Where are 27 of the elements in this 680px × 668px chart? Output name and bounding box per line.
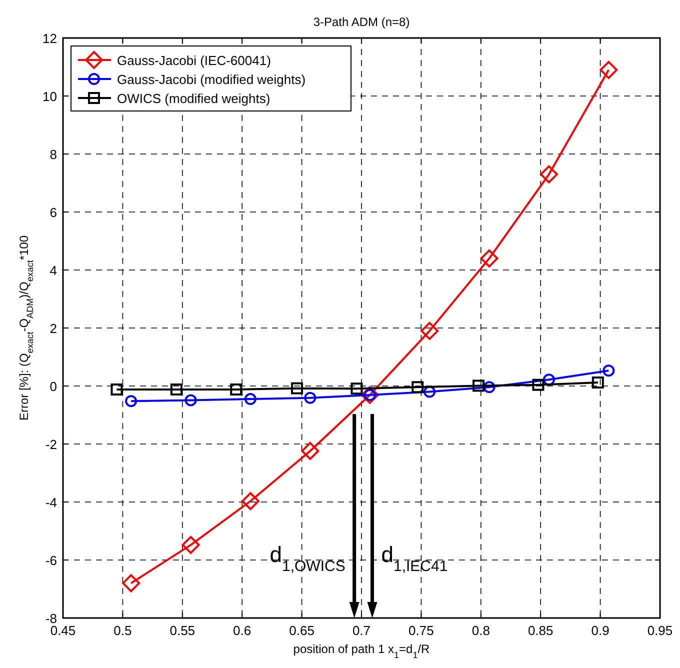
y-tick-label: -6 [45, 553, 57, 568]
y-tick-label: 10 [42, 89, 57, 104]
legend-label: Gauss-Jacobi (IEC-60041) [117, 53, 271, 68]
x-tick-label: 0.5 [114, 623, 132, 638]
y-tick-label: 8 [50, 147, 57, 162]
x-tick-label: 0.45 [50, 623, 76, 638]
x-tick-label: 0.6 [233, 623, 252, 638]
y-tick-label: 2 [50, 321, 57, 336]
x-tick-label: 0.85 [528, 623, 554, 638]
legend-label: OWICS (modified weights) [117, 91, 270, 106]
y-tick-label: 0 [50, 379, 57, 394]
y-tick-label: 12 [42, 31, 57, 46]
x-tick-label: 0.9 [591, 623, 610, 638]
legend-label: Gauss-Jacobi (modified weights) [117, 72, 306, 87]
x-tick-label: 0.7 [352, 623, 371, 638]
y-tick-label: 6 [50, 205, 57, 220]
x-tick-label: 0.8 [472, 623, 490, 638]
y-tick-label: -8 [45, 611, 57, 626]
x-tick-label: 0.65 [289, 623, 314, 638]
y-tick-label: 4 [50, 263, 57, 278]
x-tick-label: 0.75 [408, 623, 434, 638]
y-tick-label: -4 [45, 495, 57, 510]
chart-title: 3-Path ADM (n=8) [313, 15, 410, 29]
y-tick-label: -2 [45, 437, 57, 452]
x-tick-label: 0.95 [647, 623, 673, 638]
x-axis-title: position of path 1 x$_{1}$=d$_{1}$/R [293, 642, 430, 660]
x-tick-label: 0.55 [170, 623, 196, 638]
